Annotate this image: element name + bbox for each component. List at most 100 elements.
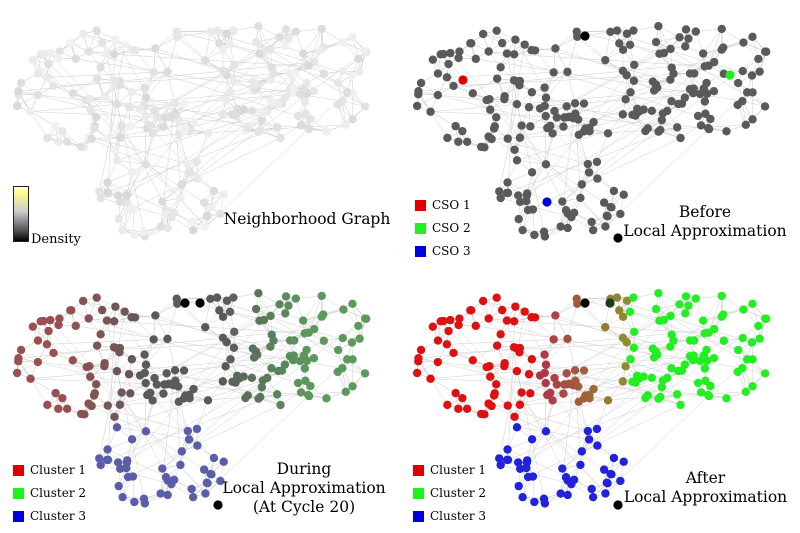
graph-node bbox=[733, 100, 742, 110]
graph-node bbox=[46, 48, 55, 58]
graph-node bbox=[651, 37, 661, 47]
graph-node bbox=[416, 78, 426, 88]
graph-node bbox=[676, 133, 685, 143]
graph-node bbox=[14, 87, 23, 96]
graph-edge bbox=[534, 317, 554, 340]
graph-node bbox=[103, 134, 112, 143]
caption-line: Local Approximation bbox=[222, 479, 386, 497]
graph-node bbox=[114, 481, 123, 491]
graph-node bbox=[443, 133, 452, 143]
graph-edge bbox=[491, 138, 515, 150]
graph-edge bbox=[204, 31, 211, 61]
graph-node bbox=[275, 300, 284, 309]
graph-node bbox=[68, 89, 77, 98]
graph-node bbox=[333, 345, 343, 355]
graph-node bbox=[549, 68, 558, 77]
graph-node bbox=[139, 494, 149, 503]
graph-node bbox=[254, 288, 263, 298]
graph-edge bbox=[196, 133, 209, 162]
graph-node bbox=[127, 168, 137, 177]
graph-node bbox=[251, 80, 261, 89]
graph-edge bbox=[488, 318, 699, 384]
graph-edge bbox=[745, 106, 766, 125]
graph-node bbox=[527, 88, 537, 97]
graph-node bbox=[492, 26, 501, 35]
graph-edge bbox=[258, 293, 265, 321]
graph-node bbox=[347, 71, 357, 80]
graph-node bbox=[183, 159, 193, 169]
graph-edge bbox=[295, 28, 322, 32]
graph-node bbox=[16, 78, 26, 88]
black-node bbox=[213, 500, 223, 510]
graph-node bbox=[207, 470, 216, 479]
graph-node bbox=[276, 133, 285, 143]
graph-node bbox=[33, 336, 43, 345]
graph-edge bbox=[430, 378, 456, 394]
graph-node bbox=[117, 121, 126, 130]
graph-node bbox=[360, 102, 370, 111]
graph-node bbox=[201, 222, 210, 231]
graph-edge bbox=[46, 72, 154, 78]
graph-node bbox=[124, 370, 134, 379]
graph-edge bbox=[723, 36, 753, 48]
graph-node bbox=[654, 21, 663, 31]
graph-node bbox=[176, 193, 185, 203]
graph-node bbox=[254, 127, 263, 136]
graph-node bbox=[601, 222, 610, 231]
graph-edge bbox=[545, 133, 553, 165]
graph-node bbox=[54, 53, 63, 63]
graph-node bbox=[149, 68, 158, 77]
graph-edge bbox=[514, 54, 705, 67]
graph-node bbox=[541, 93, 551, 102]
graph-edge bbox=[210, 298, 353, 343]
graph-node bbox=[28, 322, 38, 331]
graph-edge bbox=[571, 216, 594, 231]
caption-line: During bbox=[276, 460, 332, 478]
graph-edge bbox=[107, 44, 125, 139]
graph-node bbox=[603, 212, 612, 221]
graph-node bbox=[486, 105, 495, 114]
graph-edge bbox=[204, 298, 211, 328]
graph-node bbox=[96, 193, 105, 203]
graph-node bbox=[14, 354, 23, 363]
graph-node bbox=[272, 123, 282, 132]
graph-node bbox=[309, 353, 319, 363]
swatch-red bbox=[415, 200, 426, 211]
graph-edge bbox=[205, 359, 348, 494]
graph-node bbox=[151, 44, 160, 53]
graph-node bbox=[192, 424, 202, 434]
graph-edge bbox=[633, 292, 659, 298]
graph-edge bbox=[605, 92, 748, 227]
graph-node bbox=[361, 47, 370, 56]
graph-node bbox=[442, 73, 452, 82]
graph-node bbox=[618, 66, 628, 75]
graph-node bbox=[257, 115, 267, 125]
graph-node bbox=[158, 464, 167, 473]
graph-node bbox=[89, 391, 99, 400]
graph-edge bbox=[629, 311, 739, 351]
graph-edge bbox=[545, 338, 568, 365]
graph-node bbox=[122, 191, 132, 200]
graph-node bbox=[284, 301, 293, 310]
graph-node bbox=[291, 27, 301, 36]
graph-edge bbox=[107, 182, 192, 223]
graph-edge bbox=[116, 427, 146, 432]
graph-edge bbox=[527, 370, 683, 461]
graph-node bbox=[229, 343, 239, 352]
graph-node bbox=[172, 294, 181, 303]
graph-node bbox=[643, 124, 652, 133]
graph-node bbox=[111, 35, 120, 44]
graph-edge bbox=[88, 51, 299, 117]
graph-node bbox=[193, 441, 202, 450]
graph-node bbox=[54, 320, 63, 330]
graph-edge bbox=[488, 51, 699, 117]
graph-node bbox=[306, 381, 315, 391]
graph-edge bbox=[432, 326, 497, 385]
graph-node bbox=[54, 137, 63, 146]
graph-node bbox=[267, 97, 276, 106]
graph-node bbox=[187, 484, 196, 494]
graph-node bbox=[100, 94, 109, 104]
graph-node bbox=[449, 81, 458, 91]
graph-node bbox=[176, 460, 185, 470]
graph-node bbox=[572, 27, 581, 36]
